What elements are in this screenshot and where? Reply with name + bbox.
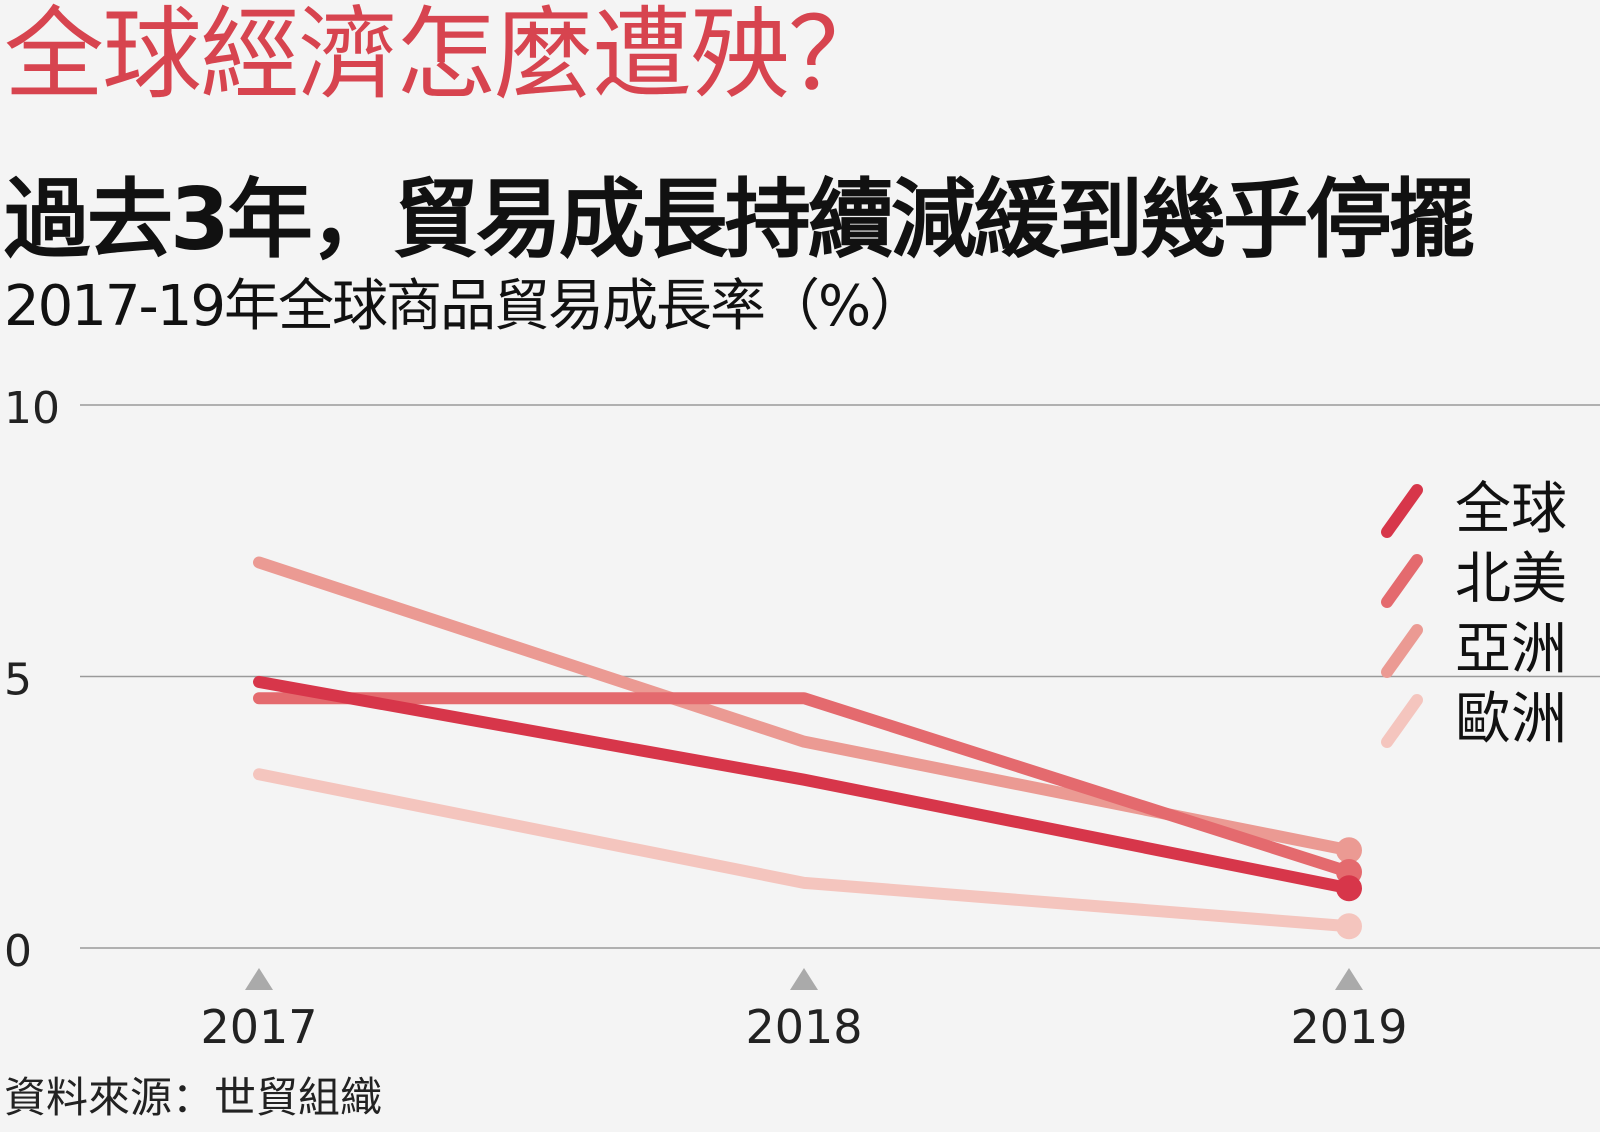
x-tick-label: 2019 <box>1290 1000 1407 1054</box>
series-line-全球 <box>253 675 1355 895</box>
year-marker-layer: 2017 2018 2019 <box>200 968 1408 1054</box>
grid-layer: 0 5 10 <box>4 383 1600 977</box>
legend-label: 亞洲 <box>1455 617 1567 682</box>
legend-label: 北美 <box>1455 547 1567 612</box>
legend-swatch <box>1381 554 1423 608</box>
source-note: 資料來源：世貿組織 <box>4 1073 383 1122</box>
legend-label: 歐洲 <box>1455 687 1567 752</box>
chart-subtitle: 2017-19年全球商品貿易成長率（%） <box>4 274 925 339</box>
x-tick-label: 2017 <box>200 1000 317 1054</box>
year-marker-triangle <box>1335 968 1363 990</box>
x-tick-label: 2018 <box>745 1000 862 1054</box>
y-tick-label: 10 <box>4 383 60 434</box>
series-end-point <box>1336 837 1362 864</box>
series-end-point <box>1336 913 1362 940</box>
legend-swatch <box>1381 484 1423 538</box>
legend-swatch <box>1381 694 1423 748</box>
series-layer <box>253 556 1362 940</box>
legend-swatch <box>1381 624 1423 678</box>
series-end-point <box>1336 875 1362 902</box>
series-line-歐洲 <box>253 768 1355 933</box>
year-marker-triangle <box>245 968 273 990</box>
year-marker-triangle <box>790 968 818 990</box>
kicker-title: 全球經濟怎麼遭殃？ <box>4 0 888 113</box>
legend-label: 全球 <box>1455 477 1567 542</box>
headline: 過去3年，貿易成長持續減緩到幾乎停擺 <box>4 170 1475 270</box>
y-tick-label: 0 <box>4 926 32 977</box>
y-tick-label: 5 <box>4 655 32 706</box>
series-line-北美 <box>253 692 1355 878</box>
